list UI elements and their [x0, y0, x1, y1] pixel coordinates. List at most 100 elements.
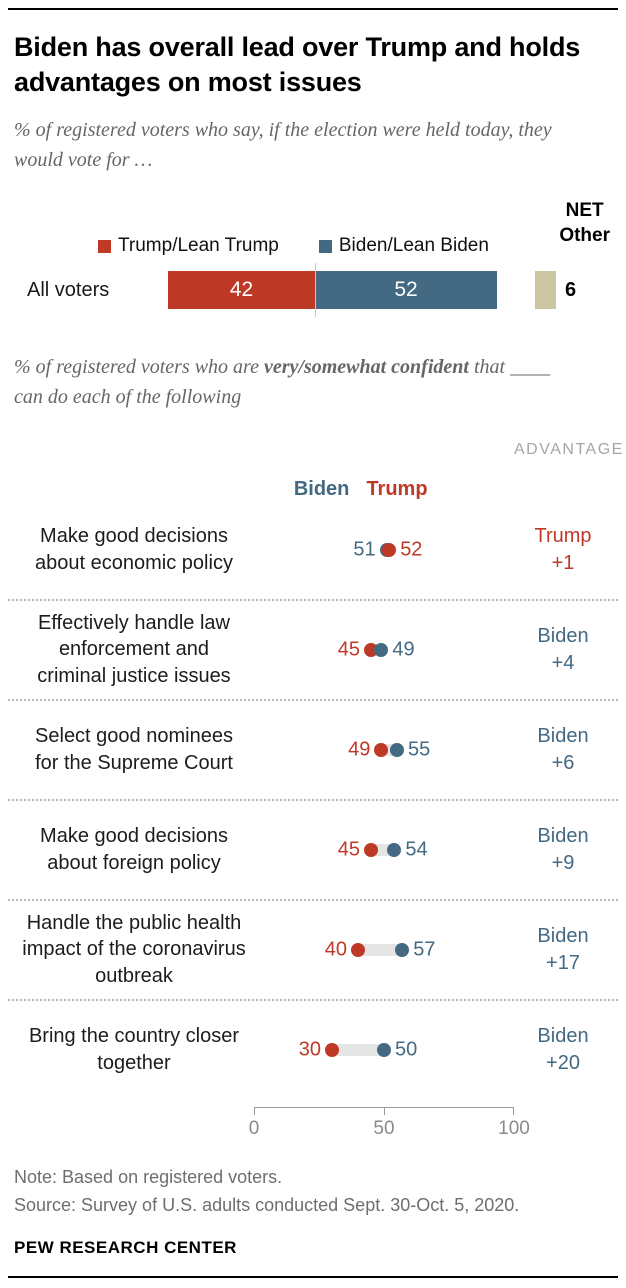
vote-bar-row: All voters 42 52 6	[14, 263, 612, 318]
bottom-spacer	[14, 1258, 612, 1276]
row-label: Bring the country closer together	[28, 1025, 240, 1074]
axis-tick-label: 50	[373, 1117, 395, 1139]
advantage-party: Biden	[537, 624, 589, 647]
confidence-dot-plot: Biden Trump ADVANTAGE Make good decision…	[8, 421, 623, 1149]
dot-connector	[358, 943, 403, 956]
trump-dot	[325, 1042, 339, 1057]
trump-bar-segment: 42	[168, 271, 315, 310]
trump-series-header: Trump	[366, 477, 428, 500]
x-axis: 0 50 100	[14, 1106, 612, 1149]
bar-divider-line	[315, 263, 316, 318]
header-spacer	[14, 439, 254, 501]
net-other-bar-group: 6	[535, 271, 577, 310]
advantage-party: Biden	[537, 1024, 589, 1047]
row-separator	[8, 998, 618, 1001]
advantage-value: +9	[551, 851, 575, 874]
confidence-subtitle-prefix: % of registered voters who are	[14, 356, 264, 379]
axis-spacer	[14, 1107, 254, 1149]
footnotes: Note: Based on registered voters. Source…	[14, 1163, 612, 1221]
vote-subtitle: % of registered voters who say, if the e…	[14, 119, 552, 171]
advantage-value: +4	[551, 651, 575, 674]
bottom-rule	[8, 1276, 618, 1278]
row-separator	[8, 598, 618, 601]
row-label: Effectively handle law enforcement and c…	[37, 611, 231, 687]
trump-value-label: 40	[324, 938, 347, 961]
other-bar-value: 6	[565, 278, 577, 301]
other-bar-segment	[535, 271, 556, 310]
dot-plot-area: 45 49	[254, 601, 514, 699]
advantage-party: Biden	[537, 724, 589, 747]
biden-value-label: 57	[413, 938, 436, 961]
vote-bar-track: 42 52	[168, 263, 497, 318]
brand-footer: PEW RESEARCH CENTER	[14, 1238, 237, 1258]
trump-value-label: 45	[337, 838, 360, 861]
source-text: Source: Survey of U.S. adults conducted …	[14, 1195, 520, 1216]
advantage-label: Trump +1	[514, 523, 612, 577]
net-other-line2: Other	[559, 224, 610, 246]
axis-tick	[384, 1107, 385, 1115]
row-separator	[8, 698, 618, 701]
axis-tick-label: 0	[248, 1117, 260, 1139]
biden-value-label: 51	[353, 538, 376, 561]
vote-row-label: All voters	[27, 278, 110, 301]
dot-row-coronavirus: Handle the public health impact of the c…	[14, 901, 612, 999]
dot-row-foreign-policy: Make good decisions about foreign policy…	[14, 801, 612, 899]
biden-series-header: Biden	[293, 477, 350, 500]
x-axis-line: 0 50 100	[249, 1106, 530, 1147]
dot-row-country-together: Bring the country closer together 30 50 …	[14, 1001, 612, 1099]
trump-color-swatch	[98, 239, 111, 253]
axis-tick-label: 100	[498, 1117, 530, 1139]
biden-bar-value: 52	[394, 278, 418, 302]
trump-value-label: 45	[337, 638, 360, 661]
net-other-line1: NET	[565, 200, 604, 222]
confidence-subtitle-suffix: that ____ can do each of the following	[14, 356, 551, 408]
net-other-header: NET Other	[559, 199, 610, 248]
trump-dot	[374, 742, 389, 757]
advantage-value: +20	[546, 1051, 580, 1074]
biden-dot	[395, 942, 410, 957]
page-title: Biden has overall lead over Trump and ho…	[14, 32, 581, 98]
dot-plot-area: 45 54	[254, 801, 514, 899]
advantage-party: Biden	[537, 824, 589, 847]
row-separator	[8, 798, 618, 801]
biden-value-label: 49	[392, 638, 415, 661]
dot-plot-area: 51 52	[254, 501, 514, 599]
advantage-party: Biden	[537, 924, 589, 947]
trump-dot	[364, 842, 378, 857]
series-header-area: Biden Trump	[254, 439, 514, 501]
biden-dot	[390, 742, 404, 757]
row-label: Select good nominees for the Supreme Cou…	[35, 725, 233, 774]
dot-plot-header: Biden Trump ADVANTAGE	[14, 439, 623, 501]
dot-plot-area: 49 55	[254, 701, 514, 799]
vote-chart: Trump/Lean Trump Biden/Lean Biden NET Ot…	[14, 200, 612, 318]
axis-tick	[254, 1107, 255, 1115]
dot-row-law-enforcement: Effectively handle law enforcement and c…	[14, 601, 612, 699]
advantage-label: Biden +20	[514, 1023, 612, 1077]
confidence-subtitle-bold: very/somewhat confident	[263, 356, 469, 379]
biden-color-swatch	[318, 239, 332, 253]
row-label: Handle the public health impact of the c…	[22, 911, 246, 987]
legend-item-trump: Trump/Lean Trump	[98, 235, 279, 257]
note-text: Note: Based on registered voters.	[14, 1166, 283, 1187]
trump-value-label: 30	[298, 1038, 321, 1061]
advantage-label: Biden +9	[514, 823, 612, 877]
axis-tick	[513, 1107, 514, 1115]
advantage-header-area: ADVANTAGE	[514, 439, 626, 501]
trump-value-label: 52	[400, 538, 423, 561]
advantage-value: +6	[551, 751, 575, 774]
trump-legend-label: Trump/Lean Trump	[118, 235, 279, 257]
biden-value-label: 50	[395, 1038, 418, 1061]
biden-dot	[387, 842, 402, 857]
biden-bar-segment: 52	[315, 271, 497, 310]
row-label: Make good decisions about economic polic…	[35, 525, 233, 574]
dot-plot-area: 40 57	[254, 901, 514, 999]
biden-value-label: 54	[405, 838, 428, 861]
biden-dot	[377, 1042, 391, 1057]
advantage-value: +17	[546, 951, 580, 974]
trump-dot	[382, 542, 397, 557]
advantage-party: Trump	[534, 524, 592, 547]
advantage-label: Biden +17	[514, 923, 612, 977]
row-separator	[8, 898, 618, 901]
dot-row-supreme-court: Select good nominees for the Supreme Cou…	[14, 701, 612, 799]
